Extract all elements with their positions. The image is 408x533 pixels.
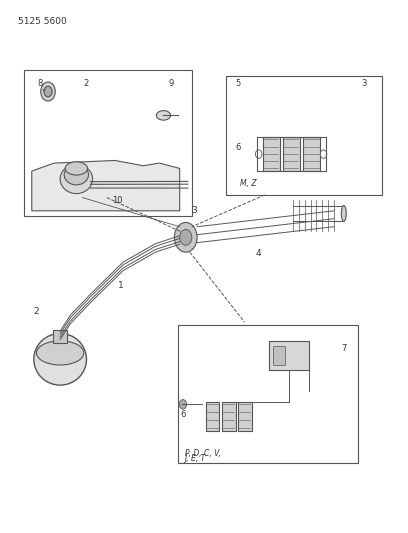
Ellipse shape — [156, 111, 171, 120]
Bar — [303, 136, 320, 171]
Text: 1: 1 — [118, 280, 124, 289]
Ellipse shape — [65, 162, 87, 175]
Ellipse shape — [34, 334, 86, 385]
Text: 3: 3 — [361, 79, 367, 88]
Text: P, D, C, V,: P, D, C, V, — [184, 449, 220, 458]
Text: 6: 6 — [236, 143, 241, 152]
Text: 10: 10 — [112, 196, 122, 205]
Text: 7: 7 — [341, 344, 346, 353]
Text: 2: 2 — [84, 79, 89, 88]
Text: 8: 8 — [37, 79, 42, 88]
Text: 5: 5 — [236, 79, 241, 88]
Ellipse shape — [64, 165, 89, 185]
Ellipse shape — [60, 165, 93, 193]
Text: 4: 4 — [256, 249, 262, 258]
Ellipse shape — [36, 341, 84, 365]
Text: M, Z: M, Z — [240, 179, 257, 188]
Bar — [273, 346, 285, 365]
Polygon shape — [32, 160, 180, 211]
Ellipse shape — [341, 206, 346, 221]
Circle shape — [180, 229, 192, 245]
Circle shape — [320, 150, 327, 158]
Bar — [177, 325, 358, 463]
Circle shape — [44, 86, 52, 97]
Bar — [206, 402, 220, 431]
Circle shape — [174, 222, 197, 252]
Bar — [226, 76, 382, 195]
Bar — [283, 136, 300, 171]
Text: 9: 9 — [169, 79, 174, 88]
Text: J, E, T: J, E, T — [184, 454, 206, 463]
Bar — [269, 341, 309, 370]
Bar — [238, 402, 252, 431]
Text: 3: 3 — [191, 206, 197, 215]
Text: 6: 6 — [180, 410, 186, 419]
Text: 2: 2 — [33, 307, 39, 316]
Bar — [263, 136, 280, 171]
Circle shape — [255, 150, 262, 158]
Bar — [24, 70, 192, 216]
Text: 5125 5600: 5125 5600 — [18, 17, 67, 26]
Bar — [222, 402, 235, 431]
Circle shape — [179, 400, 186, 409]
Bar — [53, 330, 67, 343]
Circle shape — [41, 82, 55, 101]
